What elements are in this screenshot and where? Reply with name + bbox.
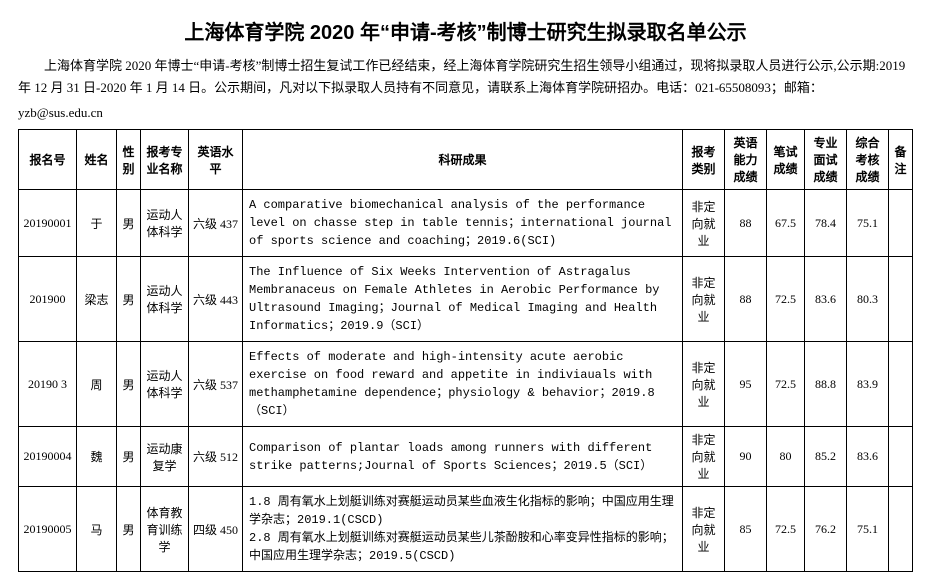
cell-gender: 男 bbox=[117, 190, 141, 257]
cell-english: 六级 443 bbox=[189, 257, 243, 342]
intro-text: 上海体育学院 2020 年博士“申请-考核”制博士招生复试工作已经结束，经上海体… bbox=[18, 55, 913, 99]
cell-written: 72.5 bbox=[767, 487, 805, 572]
cell-research: A comparative biomechanical analysis of … bbox=[243, 190, 683, 257]
col-english: 英语水平 bbox=[189, 130, 243, 190]
cell-id: 20190 3 bbox=[19, 342, 77, 427]
cell-id: 20190001 bbox=[19, 190, 77, 257]
cell-note bbox=[889, 257, 913, 342]
col-total: 综合考核成绩 bbox=[847, 130, 889, 190]
cell-type: 非定向就业 bbox=[683, 487, 725, 572]
cell-note bbox=[889, 190, 913, 257]
cell-research: Effects of moderate and high-intensity a… bbox=[243, 342, 683, 427]
table-row: 20190004魏男运动康复学六级 512Comparison of plant… bbox=[19, 427, 913, 487]
page-title: 上海体育学院 2020 年“申请-考核”制博士研究生拟录取名单公示 bbox=[18, 16, 913, 45]
cell-interview: 85.2 bbox=[805, 427, 847, 487]
cell-type: 非定向就业 bbox=[683, 257, 725, 342]
cell-id: 201900 bbox=[19, 257, 77, 342]
col-major: 报考专业名称 bbox=[141, 130, 189, 190]
cell-interview: 83.6 bbox=[805, 257, 847, 342]
cell-english: 四级 450 bbox=[189, 487, 243, 572]
cell-research: The Influence of Six Weeks Intervention … bbox=[243, 257, 683, 342]
cell-eng_score: 88 bbox=[725, 257, 767, 342]
col-eng-score: 英语能力成绩 bbox=[725, 130, 767, 190]
cell-gender: 男 bbox=[117, 427, 141, 487]
cell-gender: 男 bbox=[117, 487, 141, 572]
cell-english: 六级 512 bbox=[189, 427, 243, 487]
cell-written: 72.5 bbox=[767, 257, 805, 342]
contact-email: yzb@sus.edu.cn bbox=[18, 105, 913, 121]
cell-id: 20190005 bbox=[19, 487, 77, 572]
cell-eng_score: 95 bbox=[725, 342, 767, 427]
cell-total: 75.1 bbox=[847, 190, 889, 257]
cell-note bbox=[889, 427, 913, 487]
cell-type: 非定向就业 bbox=[683, 342, 725, 427]
cell-note bbox=[889, 342, 913, 427]
cell-note bbox=[889, 487, 913, 572]
cell-english: 六级 437 bbox=[189, 190, 243, 257]
table-row: 201900梁志男运动人体科学六级 443The Influence of Si… bbox=[19, 257, 913, 342]
cell-interview: 88.8 bbox=[805, 342, 847, 427]
col-name: 姓名 bbox=[77, 130, 117, 190]
cell-name: 魏 bbox=[77, 427, 117, 487]
table-row: 20190005马男体育教育训练学四级 4501.8 周有氧水上划艇训练对赛艇运… bbox=[19, 487, 913, 572]
cell-type: 非定向就业 bbox=[683, 190, 725, 257]
cell-major: 运动人体科学 bbox=[141, 342, 189, 427]
col-id: 报名号 bbox=[19, 130, 77, 190]
cell-eng_score: 88 bbox=[725, 190, 767, 257]
cell-total: 83.6 bbox=[847, 427, 889, 487]
cell-eng_score: 90 bbox=[725, 427, 767, 487]
cell-major: 运动人体科学 bbox=[141, 257, 189, 342]
cell-name: 周 bbox=[77, 342, 117, 427]
cell-research: Comparison of plantar loads among runner… bbox=[243, 427, 683, 487]
cell-gender: 男 bbox=[117, 342, 141, 427]
cell-name: 梁志 bbox=[77, 257, 117, 342]
col-interview: 专业面试成绩 bbox=[805, 130, 847, 190]
col-note: 备注 bbox=[889, 130, 913, 190]
cell-gender: 男 bbox=[117, 257, 141, 342]
cell-id: 20190004 bbox=[19, 427, 77, 487]
col-gender: 性别 bbox=[117, 130, 141, 190]
col-type: 报考类别 bbox=[683, 130, 725, 190]
cell-english: 六级 537 bbox=[189, 342, 243, 427]
cell-name: 于 bbox=[77, 190, 117, 257]
cell-type: 非定向就业 bbox=[683, 427, 725, 487]
table-row: 20190 3周男运动人体科学六级 537Effects of moderate… bbox=[19, 342, 913, 427]
col-written: 笔试成绩 bbox=[767, 130, 805, 190]
col-research: 科研成果 bbox=[243, 130, 683, 190]
cell-interview: 78.4 bbox=[805, 190, 847, 257]
admission-table: 报名号 姓名 性别 报考专业名称 英语水平 科研成果 报考类别 英语能力成绩 笔… bbox=[18, 129, 913, 572]
table-header-row: 报名号 姓名 性别 报考专业名称 英语水平 科研成果 报考类别 英语能力成绩 笔… bbox=[19, 130, 913, 190]
cell-eng_score: 85 bbox=[725, 487, 767, 572]
cell-major: 运动人体科学 bbox=[141, 190, 189, 257]
cell-total: 83.9 bbox=[847, 342, 889, 427]
cell-written: 67.5 bbox=[767, 190, 805, 257]
cell-interview: 76.2 bbox=[805, 487, 847, 572]
cell-research: 1.8 周有氧水上划艇训练对赛艇运动员某些血液生化指标的影响；中国应用生理学杂志… bbox=[243, 487, 683, 572]
cell-name: 马 bbox=[77, 487, 117, 572]
cell-written: 80 bbox=[767, 427, 805, 487]
cell-major: 体育教育训练学 bbox=[141, 487, 189, 572]
cell-written: 72.5 bbox=[767, 342, 805, 427]
cell-total: 80.3 bbox=[847, 257, 889, 342]
cell-major: 运动康复学 bbox=[141, 427, 189, 487]
table-row: 20190001于男运动人体科学六级 437A comparative biom… bbox=[19, 190, 913, 257]
cell-total: 75.1 bbox=[847, 487, 889, 572]
